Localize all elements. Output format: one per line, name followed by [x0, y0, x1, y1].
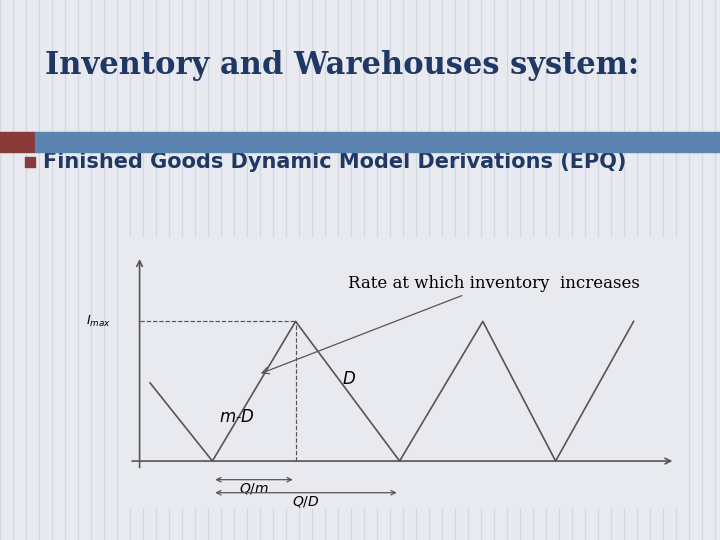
Text: Finished Goods Dynamic Model Derivations (EPQ): Finished Goods Dynamic Model Derivations… — [43, 152, 626, 172]
Text: Rate at which inventory  increases: Rate at which inventory increases — [262, 275, 639, 374]
Text: $D$: $D$ — [343, 371, 356, 388]
Bar — [25, 157, 35, 167]
Text: $I_{max}$: $I_{max}$ — [86, 314, 111, 329]
Text: $Q/D$: $Q/D$ — [292, 494, 320, 509]
Text: $Q/m$: $Q/m$ — [239, 481, 269, 496]
Text: Inventory and Warehouses system:: Inventory and Warehouses system: — [45, 50, 639, 81]
Text: $m$-$D$: $m$-$D$ — [220, 409, 256, 426]
Bar — [0, 132, 35, 152]
Bar — [35, 132, 720, 152]
